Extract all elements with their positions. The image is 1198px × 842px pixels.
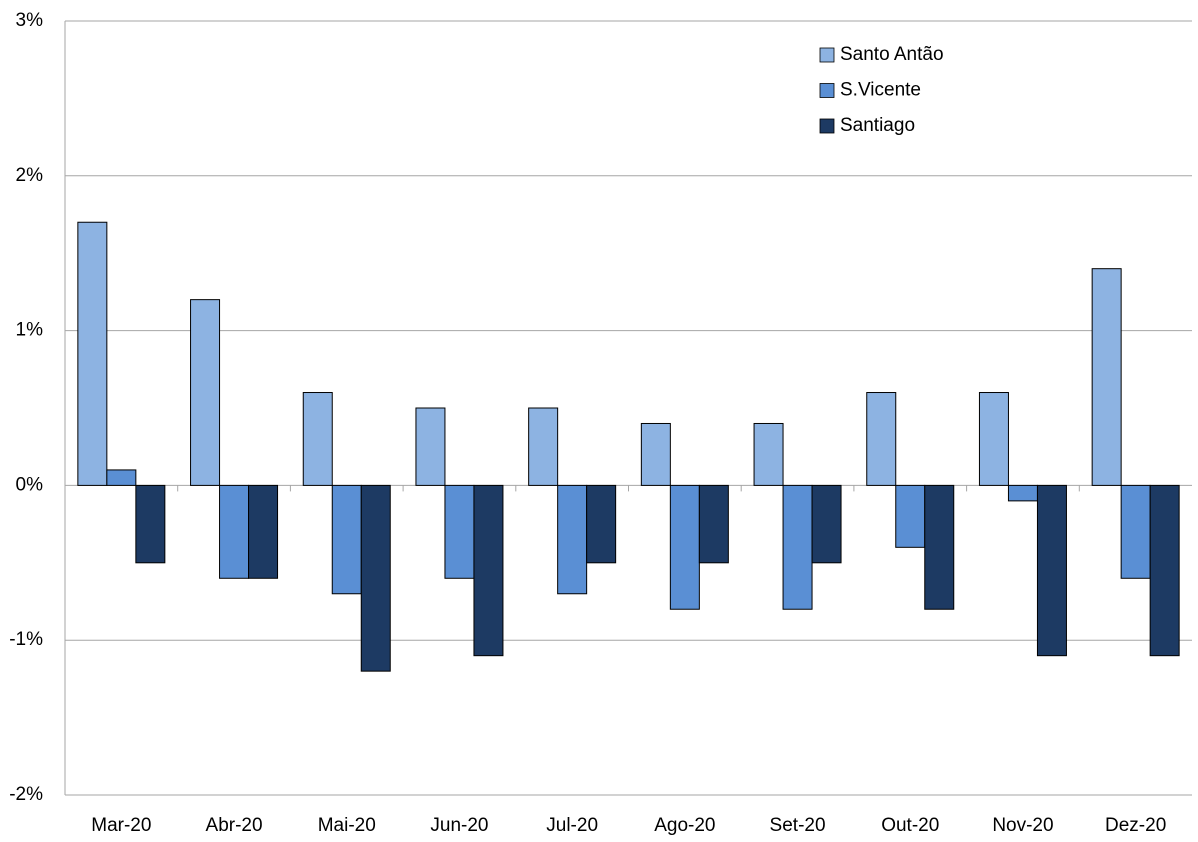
bar (698, 484, 729, 564)
y-tick-label: 1% (16, 320, 44, 341)
legend-label: S.Vicente (840, 80, 921, 101)
y-tick-label: -2% (9, 784, 43, 805)
bar (528, 407, 559, 486)
y-tick-label: 0% (16, 474, 44, 495)
x-tick-label: Jun-20 (430, 815, 488, 836)
bar (248, 484, 279, 579)
bar (557, 484, 588, 595)
x-tick-label: Out-20 (881, 815, 939, 836)
bar (1007, 484, 1038, 502)
bar (640, 422, 671, 486)
bar (219, 484, 250, 579)
bar (811, 484, 842, 564)
bar (473, 484, 504, 657)
legend-swatch (819, 118, 835, 134)
bar (782, 484, 813, 610)
bar (1036, 484, 1067, 657)
bar (302, 392, 333, 486)
bar (135, 484, 166, 564)
bar (360, 484, 391, 672)
y-tick-label: 2% (16, 165, 44, 186)
bar (895, 484, 926, 548)
y-tick-label: 3% (16, 10, 44, 31)
bar (77, 221, 108, 486)
bar (924, 484, 955, 610)
bar (415, 407, 446, 486)
bar (106, 469, 137, 486)
x-tick-label: Jul-20 (546, 815, 598, 836)
x-tick-label: Mar-20 (91, 815, 151, 836)
bar (586, 484, 617, 564)
x-tick-label: Dez-20 (1105, 815, 1166, 836)
x-tick-label: Nov-20 (992, 815, 1053, 836)
bar (1091, 268, 1122, 486)
bar (753, 422, 784, 486)
bar (978, 392, 1009, 486)
y-tick-label: -1% (9, 629, 43, 650)
bar (190, 299, 221, 486)
x-tick-label: Abr-20 (206, 815, 263, 836)
bar (444, 484, 475, 579)
bar (1120, 484, 1151, 579)
legend-swatch (819, 83, 835, 98)
bar (331, 484, 362, 595)
bar (669, 484, 700, 610)
legend-label: Santiago (840, 115, 915, 136)
legend-swatch (819, 47, 835, 63)
x-tick-label: Ago-20 (654, 815, 715, 836)
bar (1149, 484, 1180, 657)
x-tick-label: Mai-20 (318, 815, 376, 836)
bar (866, 392, 897, 486)
legend-label: Santo Antão (840, 44, 944, 65)
x-tick-label: Set-20 (770, 815, 826, 836)
